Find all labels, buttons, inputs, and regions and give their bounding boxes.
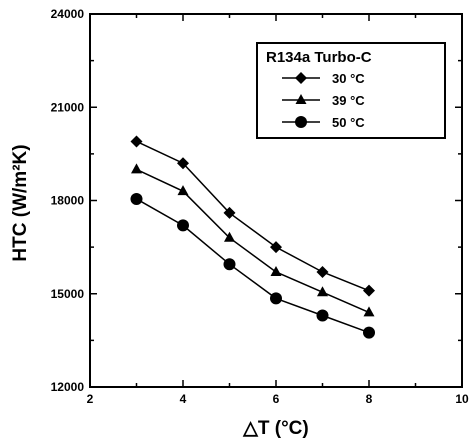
data-point [270,241,282,254]
data-point [223,258,236,271]
legend-label: 39 °C [332,93,365,108]
legend-item: 30 °C [282,71,365,86]
data-point [223,206,236,219]
data-point [177,219,189,232]
legend-item: 50 °C [282,115,365,130]
x-tick-label: 8 [366,392,373,406]
legend-item: 39 °C [282,93,365,108]
data-point [363,306,375,317]
y-tick-label: 15000 [51,287,85,301]
x-tick-label: 2 [87,392,94,406]
series-line [136,168,370,314]
data-point [224,231,235,242]
data-point [270,265,282,276]
legend-label: 30 °C [332,71,365,86]
y-axis-title: HTC (W/m²K) [10,144,31,261]
data-point [177,185,189,196]
data-point [316,309,329,322]
y-tick-label: 24000 [51,7,85,21]
legend-label: 50 °C [332,115,365,130]
series [130,192,375,339]
legend-items: 30 °C 39 °C 50 °C [282,71,365,130]
legend: R134a Turbo-C 30 °C 39 °C 50 °C [256,42,446,139]
series [131,163,375,317]
x-tick-label: 10 [455,392,469,406]
legend-title: R134a Turbo-C [266,49,372,66]
data-point [270,292,282,305]
y-tick-label: 21000 [51,100,85,114]
data-point [177,157,189,170]
series-line [136,140,370,292]
data-point [130,135,143,148]
series-line [136,198,370,334]
data-point [316,265,329,278]
x-tick-label: 4 [180,392,187,406]
axes: 2 4 6 8 10 12000 15000 18000 21000 24000 [51,7,469,406]
legend-marker [295,116,307,128]
y-tick-label: 18000 [51,194,85,208]
x-axis-title: △T (°C) [242,418,308,439]
data-point [317,286,328,297]
legend-marker [295,72,307,84]
x-tick-label: 6 [273,392,280,406]
data-point [363,284,375,297]
data-point [363,326,375,339]
series [130,135,375,297]
y-tick-label: 12000 [51,380,85,394]
series-layer [130,135,375,339]
legend-marker [295,94,307,104]
data-point [131,163,142,174]
data-point [130,192,143,205]
